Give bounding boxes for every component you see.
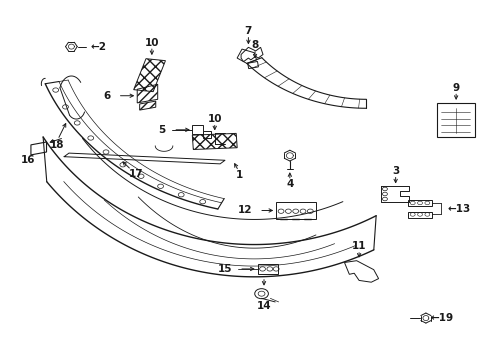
Text: 7: 7 [244,26,252,36]
Text: 12: 12 [237,206,251,216]
Text: 1: 1 [236,170,243,180]
Bar [257,264,278,274]
Text: 17: 17 [129,169,143,179]
Text: 6: 6 [103,91,110,101]
Text: ←19: ←19 [430,313,453,323]
Text: 16: 16 [21,155,36,165]
Text: ←2: ←2 [90,42,106,51]
Text: 15: 15 [217,264,232,274]
Text: 11: 11 [351,241,366,251]
Text: 10: 10 [144,38,159,48]
Text: 9: 9 [451,83,459,93]
Bar [191,125,202,134]
Text: 14: 14 [256,301,271,311]
Text: ←13: ←13 [447,204,470,214]
Bar [276,202,316,220]
Text: 8: 8 [251,40,258,50]
Bar [436,103,474,137]
Text: 3: 3 [391,166,399,176]
Text: 10: 10 [207,114,222,124]
Text: 18: 18 [49,140,64,149]
Text: 4: 4 [285,179,293,189]
Bar [202,131,211,138]
Text: 5: 5 [158,125,164,135]
